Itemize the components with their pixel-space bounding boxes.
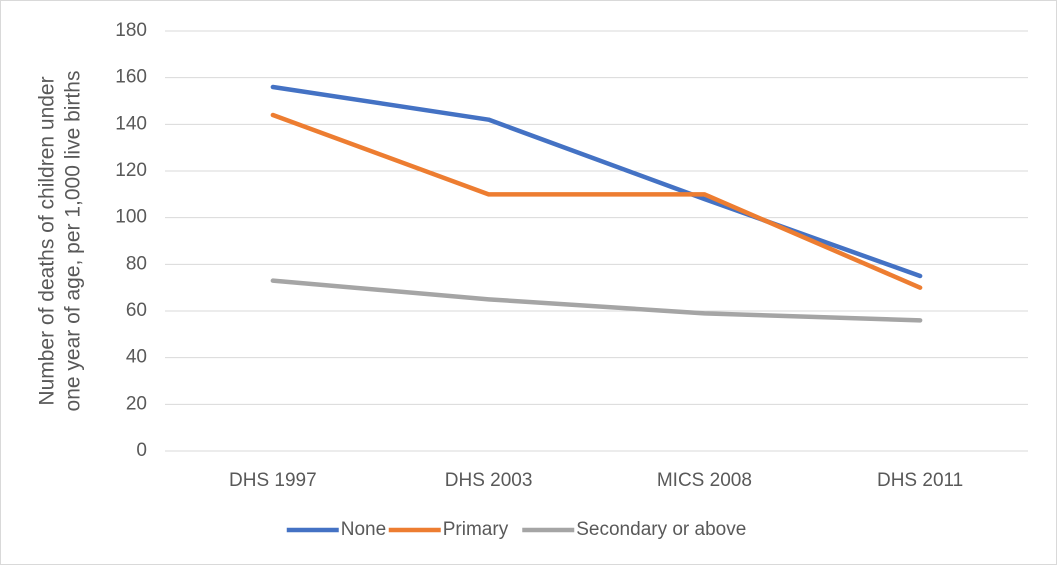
series-line [270,278,923,323]
y-tick-label: 140 [115,113,147,134]
y-tick-label: 180 [115,20,147,41]
legend-label: None [341,519,386,540]
y-tick-label: 100 [115,207,147,228]
legend-label: Secondary or above [576,519,746,540]
y-axis-label: one year of age, per 1,000 live births [62,71,85,412]
series-line [270,84,923,279]
x-tick-label: DHS 1997 [229,470,317,491]
y-tick-label: 120 [115,160,147,181]
y-tick-label: 20 [126,393,147,414]
y-tick-label: 80 [126,253,147,274]
y-tick-label: 40 [126,347,147,368]
x-tick-label: DHS 2011 [877,470,963,491]
x-tick-label: MICS 2008 [657,470,752,491]
y-tick-label: 60 [126,300,147,321]
y-tick-label: 0 [136,440,147,461]
y-axis-label: Number of deaths of children under [36,76,59,405]
series-line [270,112,923,290]
y-tick-label: 160 [115,67,147,88]
x-tick-label: DHS 2003 [445,470,533,491]
legend-label: Primary [443,519,509,540]
